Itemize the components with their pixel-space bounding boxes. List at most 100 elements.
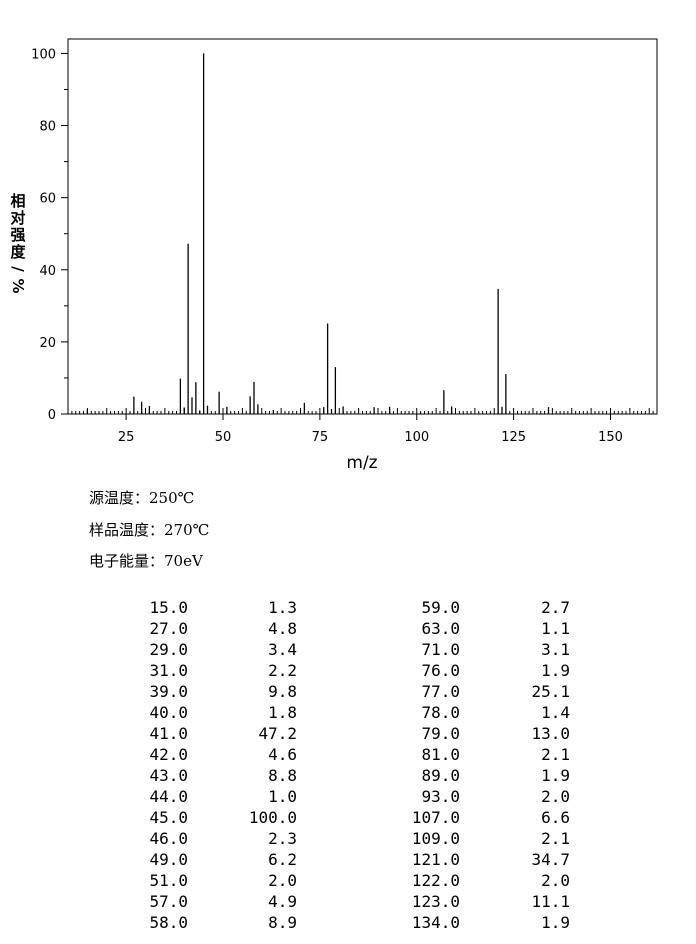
x-minor-ticks (67, 408, 658, 414)
plot-frame (67, 38, 658, 415)
table-row: 43.0 8.8 89.0 1.9 (0, 765, 696, 786)
intensity-cell: 100.0 (248, 808, 297, 827)
table-row: 27.0 4.8 63.0 1.1 (0, 618, 696, 639)
mz-cell: 31.0 (149, 661, 188, 680)
mz-cell: 79.0 (421, 724, 460, 743)
x-tick-label: 75 (312, 430, 329, 445)
table-row: 46.0 2.3 109.0 2.1 (0, 828, 696, 849)
intensity-cell: 2.1 (541, 829, 570, 848)
y-tick-label: 60 (39, 192, 56, 207)
y-axis-label-char: % (9, 278, 27, 293)
intensity-cell: 4.6 (268, 745, 297, 764)
y-tick-label: 20 (39, 336, 56, 351)
intensity-cell: 1.9 (541, 766, 570, 785)
y-axis-label-char: 度 (10, 243, 26, 261)
mz-cell: 134.0 (411, 913, 460, 932)
intensity-cell: 34.7 (531, 850, 570, 869)
mz-cell: 81.0 (421, 745, 460, 764)
mz-cell: 121.0 (411, 850, 460, 869)
x-tick-label: 25 (118, 430, 135, 445)
x-tick-label: 150 (598, 430, 623, 445)
intensity-cell: 2.7 (541, 598, 570, 617)
intensity-cell: 2.2 (268, 661, 297, 680)
mz-cell: 76.0 (421, 661, 460, 680)
table-row: 29.0 3.4 71.0 3.1 (0, 639, 696, 660)
table-row: 41.0 47.2 79.0 13.0 (0, 723, 696, 744)
intensity-cell: 25.1 (531, 682, 570, 701)
mz-cell: 123.0 (411, 892, 460, 911)
intensity-cell: 2.1 (541, 745, 570, 764)
table-row: 31.0 2.2 76.0 1.9 (0, 660, 696, 681)
mz-cell: 44.0 (149, 787, 188, 806)
intensity-cell: 3.1 (541, 640, 570, 659)
intensity-cell: 1.9 (541, 661, 570, 680)
table-row: 39.0 9.8 77.0 25.1 (0, 681, 696, 702)
sample-temperature: 样品温度：270℃ (89, 521, 210, 539)
mz-cell: 59.0 (421, 598, 460, 617)
intensity-cell: 2.3 (268, 829, 297, 848)
intensity-cell: 2.0 (268, 871, 297, 890)
intensity-cell: 1.9 (541, 913, 570, 932)
intensity-cell: 47.2 (258, 724, 297, 743)
y-axis-label-char: 强 (10, 226, 25, 244)
table-row: 57.0 4.9 123.0 11.1 (0, 891, 696, 912)
table-row: 42.0 4.6 81.0 2.1 (0, 744, 696, 765)
mz-cell: 39.0 (149, 682, 188, 701)
mz-cell: 42.0 (149, 745, 188, 764)
intensity-cell: 6.2 (268, 850, 297, 869)
intensity-cell: 11.1 (531, 892, 570, 911)
spectrum-peaks (86, 53, 550, 414)
mz-cell: 63.0 (421, 619, 460, 638)
y-axis-ticks: 0 20 40 60 80 100 (31, 47, 68, 423)
mz-cell: 71.0 (421, 640, 460, 659)
y-tick-label: 100 (31, 47, 56, 62)
table-row: 15.0 1.3 59.0 2.7 (0, 597, 696, 618)
source-temperature: 源温度：250℃ (89, 489, 195, 507)
x-tick-label: 125 (501, 430, 526, 445)
x-tick-label: 100 (404, 430, 429, 445)
mz-cell: 29.0 (149, 640, 188, 659)
mz-cell: 46.0 (149, 829, 188, 848)
mz-cell: 40.0 (149, 703, 188, 722)
table-row: 49.0 6.2 121.0 34.7 (0, 849, 696, 870)
intensity-cell: 4.9 (268, 892, 297, 911)
intensity-cell: 4.8 (268, 619, 297, 638)
intensity-cell: 1.4 (541, 703, 570, 722)
mz-cell: 57.0 (149, 892, 188, 911)
mz-cell: 49.0 (149, 850, 188, 869)
intensity-cell: 8.9 (268, 913, 297, 932)
mz-cell: 77.0 (421, 682, 460, 701)
x-tick-label: 50 (215, 430, 232, 445)
electron-energy: 电子能量：70eV (89, 552, 203, 570)
intensity-cell: 8.8 (268, 766, 297, 785)
mz-cell: 107.0 (411, 808, 460, 827)
mz-cell: 58.0 (149, 913, 188, 932)
mz-cell: 78.0 (421, 703, 460, 722)
y-axis-label-char: / (9, 266, 27, 272)
mz-cell: 41.0 (149, 724, 188, 743)
mz-cell: 45.0 (149, 808, 188, 827)
intensity-cell: 13.0 (531, 724, 570, 743)
y-axis-label-char: 相 (10, 192, 25, 210)
mz-cell: 15.0 (149, 598, 188, 617)
mz-cell: 43.0 (149, 766, 188, 785)
x-axis-label: m/z (346, 453, 377, 473)
mz-cell: 51.0 (149, 871, 188, 890)
peak-table: 15.0 1.3 59.0 2.7 27.0 4.8 63.0 1.1 29.0 3.4 71.0 3… (0, 597, 696, 933)
table-row: 44.0 1.0 93.0 2.0 (0, 786, 696, 807)
table-row: 58.0 8.9 134.0 1.9 (0, 912, 696, 933)
intensity-cell: 9.8 (268, 682, 297, 701)
mz-cell: 122.0 (411, 871, 460, 890)
intensity-cell: 1.8 (268, 703, 297, 722)
y-axis-label-char: 对 (10, 209, 25, 227)
table-row: 45.0 100.0 107.0 6.6 (0, 807, 696, 828)
table-row: 40.0 1.8 78.0 1.4 (0, 702, 696, 723)
y-tick-label: 0 (48, 408, 56, 423)
intensity-cell: 3.4 (268, 640, 297, 659)
mz-cell: 27.0 (149, 619, 188, 638)
intensity-cell: 2.0 (541, 871, 570, 890)
mz-cell: 109.0 (411, 829, 460, 848)
mz-cell: 89.0 (421, 766, 460, 785)
intensity-cell: 1.0 (268, 787, 297, 806)
